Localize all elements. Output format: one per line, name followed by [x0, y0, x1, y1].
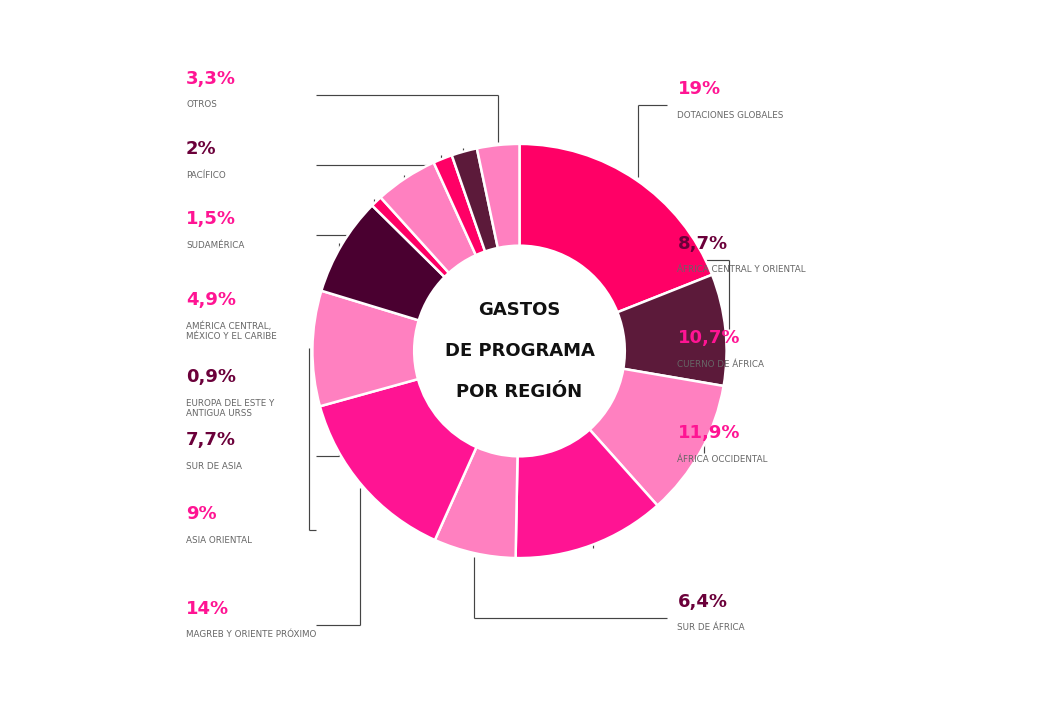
Wedge shape	[520, 144, 712, 312]
Text: CUERNO DE ÁFRICA: CUERNO DE ÁFRICA	[677, 360, 765, 369]
Text: 14%: 14%	[186, 600, 230, 618]
Wedge shape	[321, 206, 445, 320]
Text: ASIA ORIENTAL: ASIA ORIENTAL	[186, 536, 252, 545]
Wedge shape	[435, 447, 517, 558]
Text: PACÍFICO: PACÍFICO	[186, 171, 225, 180]
Text: DE PROGRAMA: DE PROGRAMA	[445, 342, 594, 360]
Text: 1,5%: 1,5%	[186, 210, 236, 228]
Wedge shape	[617, 274, 726, 386]
Wedge shape	[380, 163, 476, 273]
Text: 2%: 2%	[186, 140, 217, 158]
Text: SUR DE ASIA: SUR DE ASIA	[186, 462, 242, 471]
Text: 19%: 19%	[677, 80, 721, 98]
Wedge shape	[452, 148, 498, 251]
Text: 11,9%: 11,9%	[677, 424, 740, 442]
Text: SUR DE ÁFRICA: SUR DE ÁFRICA	[677, 623, 745, 633]
Text: SUDAMÉRICA: SUDAMÉRICA	[186, 241, 244, 250]
Text: DOTACIONES GLOBALES: DOTACIONES GLOBALES	[677, 111, 783, 120]
Text: 6,4%: 6,4%	[677, 592, 727, 611]
Text: POR REGIÓN: POR REGIÓN	[456, 383, 583, 401]
Text: MAGREB Y ORIENTE PRÓXIMO: MAGREB Y ORIENTE PRÓXIMO	[186, 630, 317, 640]
Wedge shape	[433, 155, 485, 255]
Text: AMÉRICA CENTRAL,
MÉXICO Y EL CARIBE: AMÉRICA CENTRAL, MÉXICO Y EL CARIBE	[186, 322, 276, 341]
Text: GASTOS: GASTOS	[478, 301, 561, 319]
Text: 9%: 9%	[186, 505, 217, 523]
Wedge shape	[320, 379, 477, 540]
Wedge shape	[477, 144, 520, 248]
Text: 0,9%: 0,9%	[186, 368, 236, 386]
Wedge shape	[589, 369, 723, 505]
Wedge shape	[515, 430, 658, 558]
Wedge shape	[313, 291, 419, 406]
Text: ÁFRICA OCCIDENTAL: ÁFRICA OCCIDENTAL	[677, 455, 768, 464]
Text: 3,3%: 3,3%	[186, 69, 236, 88]
Text: 4,9%: 4,9%	[186, 291, 236, 309]
Wedge shape	[372, 197, 449, 277]
Text: 10,7%: 10,7%	[677, 329, 740, 347]
Text: EUROPA DEL ESTE Y
ANTIGUA URSS: EUROPA DEL ESTE Y ANTIGUA URSS	[186, 399, 274, 418]
Text: 7,7%: 7,7%	[186, 431, 236, 449]
Text: ÁFRICA CENTRAL Y ORIENTAL: ÁFRICA CENTRAL Y ORIENTAL	[677, 265, 806, 274]
Text: 8,7%: 8,7%	[677, 234, 727, 253]
Text: OTROS: OTROS	[186, 100, 217, 110]
